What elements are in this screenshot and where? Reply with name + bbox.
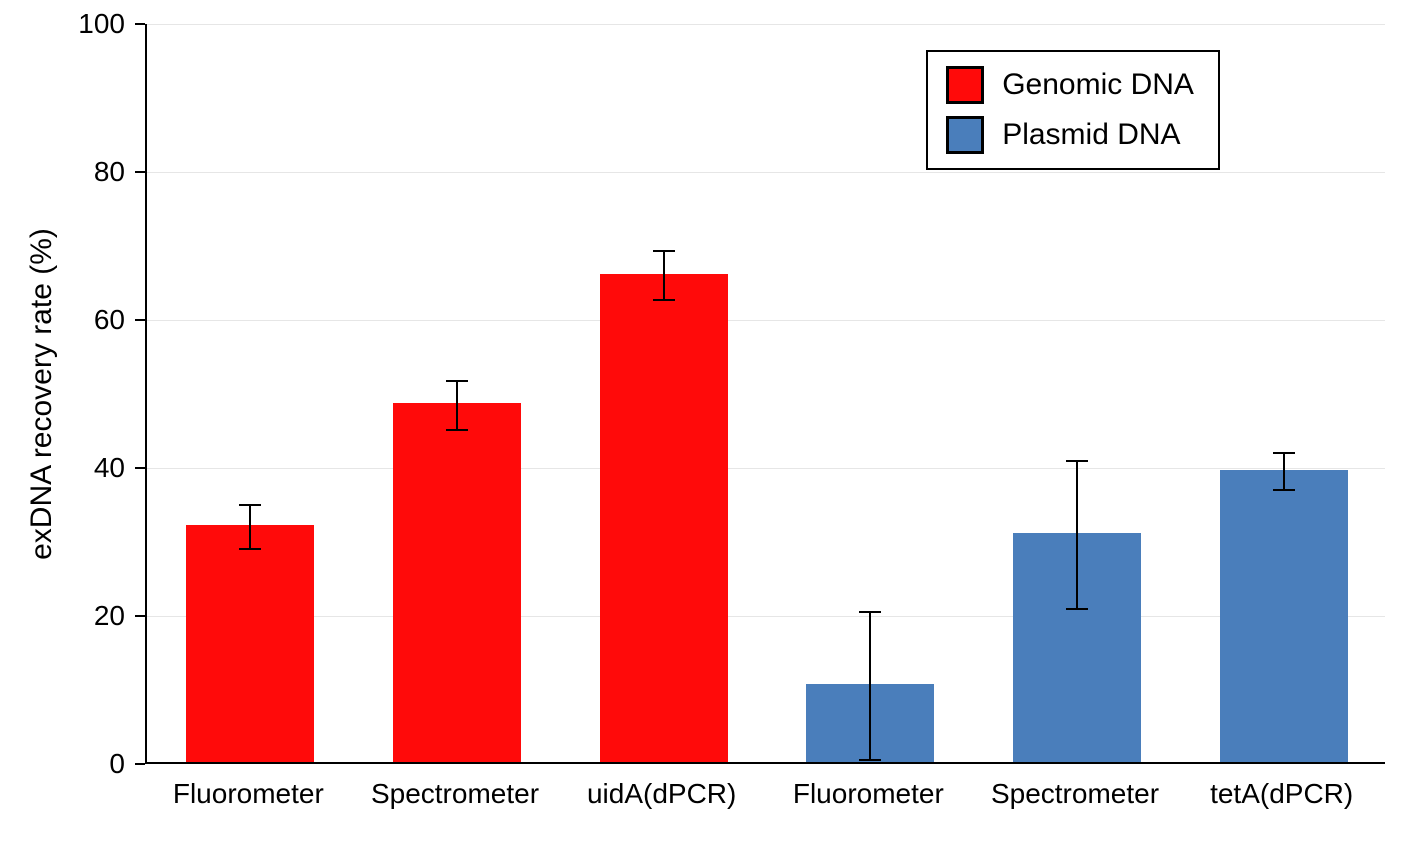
y-tick-mark	[135, 467, 145, 469]
error-bar-cap	[1066, 460, 1088, 462]
bar	[393, 403, 521, 762]
y-tick-mark	[135, 23, 145, 25]
x-tick-label: Spectrometer	[371, 778, 539, 810]
error-bar-cap	[239, 548, 261, 550]
error-bar-cap	[239, 504, 261, 506]
y-tick-label: 0	[0, 748, 125, 780]
error-bar	[869, 612, 871, 760]
y-tick-label: 100	[0, 8, 125, 40]
bar	[1220, 470, 1348, 762]
y-tick-label: 60	[0, 304, 125, 336]
x-tick-label: Fluorometer	[173, 778, 324, 810]
legend-label: Plasmid DNA	[1002, 118, 1180, 152]
error-bar	[456, 381, 458, 430]
error-bar-cap	[1273, 452, 1295, 454]
bar-chart: 0 20 40 60 80 100 exDNA recovery rate (%) Fluor…	[0, 0, 1418, 859]
error-bar-cap	[446, 380, 468, 382]
error-bar	[1076, 461, 1078, 609]
y-tick-mark	[135, 763, 145, 765]
gridline	[147, 24, 1385, 25]
gridline	[147, 468, 1385, 469]
x-tick-label: Fluorometer	[793, 778, 944, 810]
y-tick-label: 20	[0, 600, 125, 632]
bar	[600, 274, 728, 762]
error-bar-cap	[1066, 608, 1088, 610]
legend-swatch	[946, 116, 984, 154]
bar	[186, 525, 314, 762]
legend-item: Genomic DNA	[946, 66, 1194, 104]
x-tick-label: tetA(dPCR)	[1210, 778, 1353, 810]
y-tick-label: 80	[0, 156, 125, 188]
error-bar-cap	[446, 429, 468, 431]
error-bar	[1283, 453, 1285, 490]
error-bar-cap	[653, 299, 675, 301]
error-bar-cap	[859, 759, 881, 761]
error-bar-cap	[1273, 489, 1295, 491]
y-tick-mark	[135, 615, 145, 617]
legend-item: Plasmid DNA	[946, 116, 1194, 154]
legend: Genomic DNA Plasmid DNA	[926, 50, 1220, 170]
error-bar	[663, 251, 665, 300]
gridline	[147, 320, 1385, 321]
y-axis-label: exDNA recovery rate (%)	[25, 228, 59, 560]
error-bar	[249, 505, 251, 549]
legend-swatch	[946, 66, 984, 104]
x-tick-label: uidA(dPCR)	[587, 778, 736, 810]
x-tick-label: Spectrometer	[991, 778, 1159, 810]
y-tick-mark	[135, 171, 145, 173]
y-tick-mark	[135, 319, 145, 321]
legend-label: Genomic DNA	[1002, 68, 1194, 102]
error-bar-cap	[653, 250, 675, 252]
error-bar-cap	[859, 611, 881, 613]
gridline	[147, 172, 1385, 173]
gridline	[147, 616, 1385, 617]
y-tick-label: 40	[0, 452, 125, 484]
